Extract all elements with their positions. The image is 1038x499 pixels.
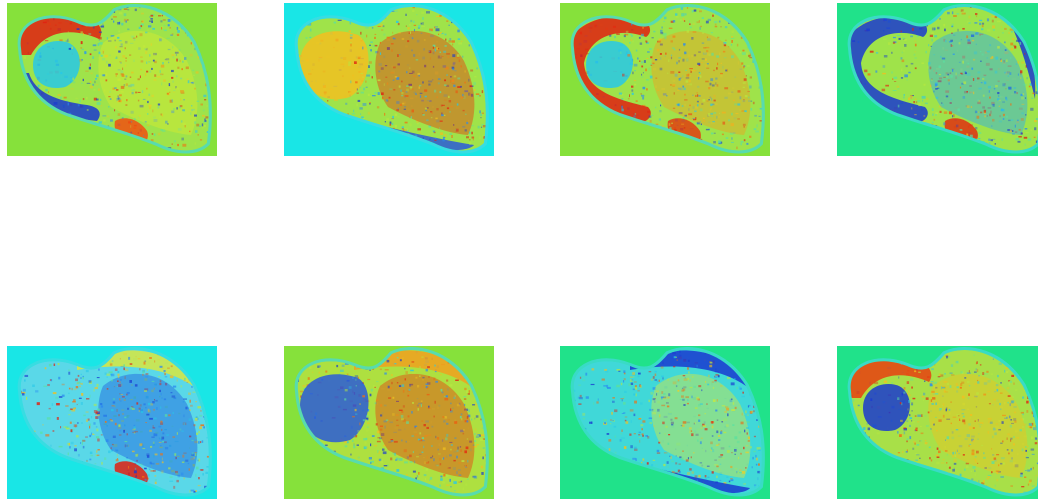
- heatmap-panel-5: [7, 346, 217, 499]
- heatmap-panel-7: [560, 346, 770, 499]
- heat-region-ring-head: [586, 41, 633, 88]
- heatmap-panel-6: [284, 346, 494, 499]
- heatmap-panel-4: [837, 3, 1038, 156]
- heatmap-panel-3: [560, 3, 770, 156]
- heatmap-panel-1: [7, 3, 217, 156]
- heatmap-panel-2: [284, 3, 494, 156]
- heat-region-ring-head: [863, 384, 910, 431]
- heatmap-panel-8: [837, 346, 1038, 499]
